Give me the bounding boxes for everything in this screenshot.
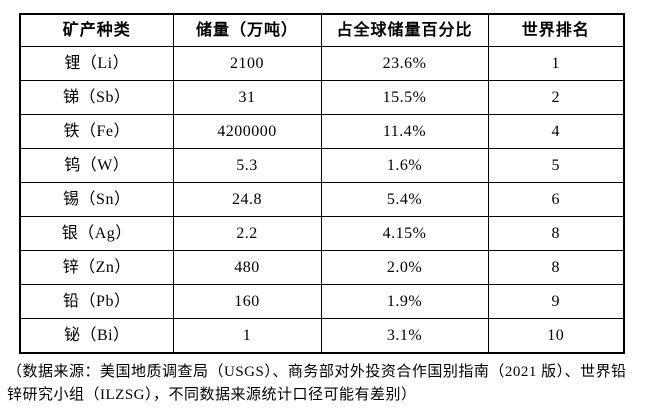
table-cell: 银（Ag） — [19, 216, 174, 251]
table-row: 钨（W） 5.3 1.6% 5 — [19, 148, 625, 183]
table-row: 铋（Bi） 1 3.1% 10 — [19, 318, 625, 354]
table-cell: 4200000 — [172, 114, 322, 149]
table-cell: 2100 — [172, 46, 322, 81]
table-cell: 钨（W） — [19, 148, 174, 183]
table-cell: 11.4% — [320, 114, 489, 149]
table-row: 锑（Sb） 31 15.5% 2 — [19, 80, 625, 115]
table-cell: 5.3 — [172, 148, 322, 183]
table-header-row: 矿产种类 储量（万吨） 占全球储量百分比 世界排名 — [19, 13, 625, 47]
table-cell: 锡（Sn） — [19, 182, 174, 217]
table-cell: 锑（Sb） — [19, 80, 174, 115]
footnote-line-2: 锌研究小组（ILZSG），不同数据来源统计口径可能有差别） — [7, 387, 417, 403]
table-row: 铅（Pb） 160 1.9% 9 — [19, 284, 625, 319]
table-cell: 1.9% — [320, 284, 489, 319]
table-row: 锂（Li） 2100 23.6% 1 — [19, 46, 625, 81]
table-cell: 3.1% — [320, 318, 489, 354]
table-cell: 2 — [487, 80, 625, 115]
table-cell: 1 — [172, 318, 322, 354]
mineral-reserves-table: 矿产种类 储量（万吨） 占全球储量百分比 世界排名 锂（Li） 2100 23.6% 1 锑（… — [19, 13, 625, 354]
table-row: 铁（Fe） 4200000 11.4% 4 — [19, 114, 625, 149]
table-cell: 2.0% — [320, 250, 489, 285]
column-header-1: 矿产种类 — [19, 13, 174, 47]
table-cell: 8 — [487, 216, 625, 251]
table-cell: 9 — [487, 284, 625, 319]
table-cell: 5.4% — [320, 182, 489, 217]
table-cell: 4 — [487, 114, 625, 149]
table-cell: 15.5% — [320, 80, 489, 115]
table-cell: 锌（Zn） — [19, 250, 174, 285]
table-row: 锡（Sn） 24.8 5.4% 6 — [19, 182, 625, 217]
table-cell: 铋（Bi） — [19, 318, 174, 354]
table-cell: 10 — [487, 318, 625, 354]
table-cell: 2.2 — [172, 216, 322, 251]
table-cell: 4.15% — [320, 216, 489, 251]
column-header-3: 占全球储量百分比 — [320, 13, 489, 47]
table-cell: 24.8 — [172, 182, 322, 217]
table-row: 锌（Zn） 480 2.0% 8 — [19, 250, 625, 285]
table-cell: 铁（Fe） — [19, 114, 174, 149]
table-cell: 6 — [487, 182, 625, 217]
table-cell: 1 — [487, 46, 625, 81]
data-source-footnote: （数据来源：美国地质调查局（USGS）、商务部对外投资合作国别指南（2021 版… — [7, 361, 647, 407]
table-row: 银（Ag） 2.2 4.15% 8 — [19, 216, 625, 251]
table-cell: 23.6% — [320, 46, 489, 81]
table-cell: 锂（Li） — [19, 46, 174, 81]
table-cell: 8 — [487, 250, 625, 285]
table-cell: 5 — [487, 148, 625, 183]
column-header-4: 世界排名 — [487, 13, 625, 47]
table-cell: 480 — [172, 250, 322, 285]
column-header-2: 储量（万吨） — [172, 13, 322, 47]
table-cell: 31 — [172, 80, 322, 115]
table-cell: 铅（Pb） — [19, 284, 174, 319]
footnote-line-1: （数据来源：美国地质调查局（USGS）、商务部对外投资合作国别指南（2021 版… — [7, 364, 627, 380]
table-cell: 160 — [172, 284, 322, 319]
table-cell: 1.6% — [320, 148, 489, 183]
